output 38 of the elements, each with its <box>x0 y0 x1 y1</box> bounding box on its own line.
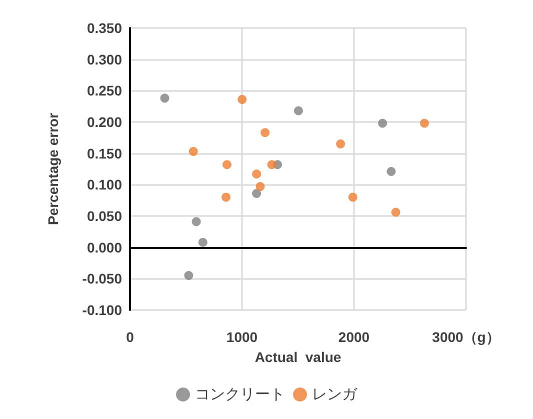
point <box>221 192 230 202</box>
x-tick-label: 1000 <box>226 329 258 345</box>
y-tick-label: 0.300 <box>86 51 122 68</box>
point <box>252 188 262 198</box>
y-tick-label: 0.200 <box>86 114 122 130</box>
x-tick-label: 3000（g） <box>432 329 500 345</box>
x-tick-label: 2000 <box>338 329 370 345</box>
point <box>348 192 358 202</box>
point <box>256 182 265 192</box>
point <box>198 238 208 247</box>
point <box>391 208 400 217</box>
y-tick-label: 0.000 <box>86 239 122 256</box>
y-tick-label: -0.100 <box>82 302 122 318</box>
y-tick-label: -0.050 <box>82 270 122 287</box>
point <box>238 94 247 104</box>
point <box>192 217 201 226</box>
y-tick-label: 0.100 <box>86 176 122 193</box>
y-tick-label: 0.250 <box>86 82 122 99</box>
point <box>222 160 232 170</box>
legend-label: レンガ <box>312 386 358 403</box>
y-tick-label: 0.150 <box>86 145 122 162</box>
x-axis-title: Actual value <box>254 349 342 365</box>
point <box>188 146 198 156</box>
y-tick-label: 0.050 <box>86 208 122 224</box>
point <box>267 160 276 170</box>
x-tick-label: 0 <box>126 329 134 345</box>
point <box>336 139 346 148</box>
point <box>294 106 303 116</box>
legend-label: コンクリート <box>195 386 285 403</box>
point <box>260 128 270 138</box>
point <box>252 170 262 179</box>
point <box>420 118 429 128</box>
point <box>160 94 170 103</box>
point <box>378 118 388 128</box>
point <box>184 271 194 280</box>
y-axis-title: Percentage error <box>45 112 61 226</box>
y-tick-label: 0.350 <box>86 20 122 36</box>
point <box>386 167 396 176</box>
